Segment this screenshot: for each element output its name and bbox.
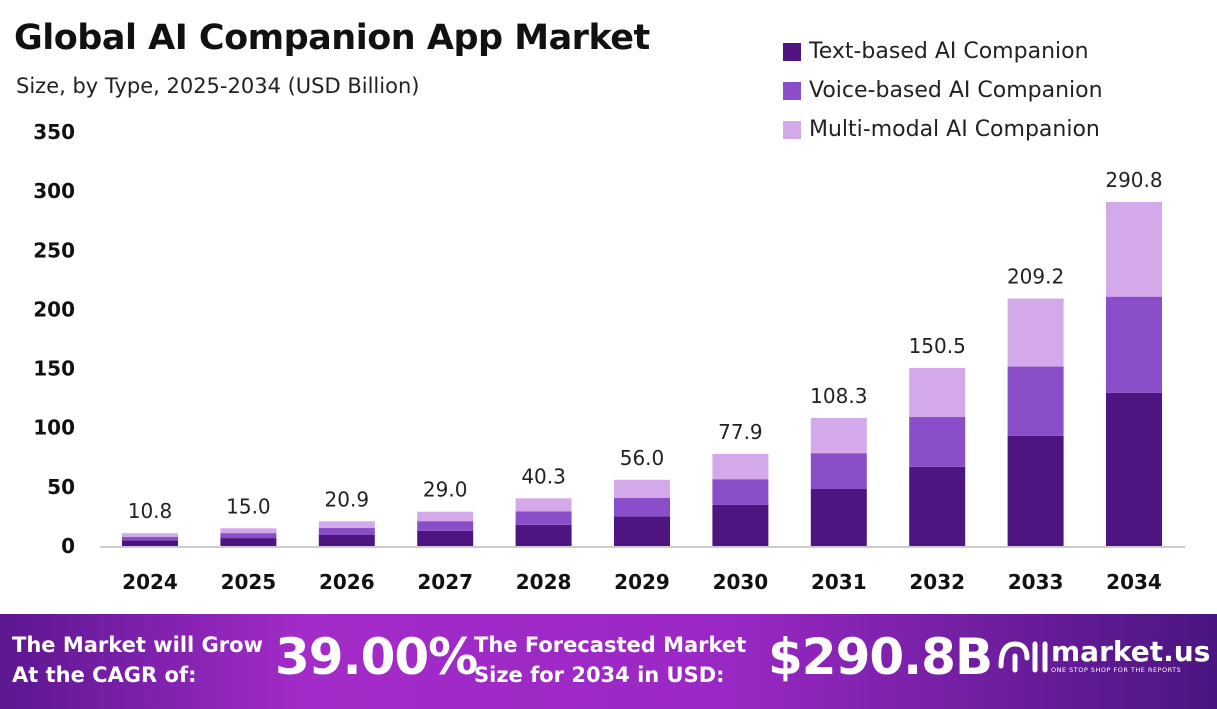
bar-segment-multi-modal-ai-companion-2024 — [122, 533, 178, 537]
bar-segment-multi-modal-ai-companion-2026 — [318, 521, 375, 529]
y-tick-label: 150 — [33, 357, 75, 381]
x-tick-label: 2032 — [909, 570, 965, 594]
x-tick-label: 2028 — [516, 570, 572, 594]
bar-segment-voice-based-ai-companion-2031 — [810, 453, 867, 489]
bar-segment-multi-modal-ai-companion-2028 — [515, 498, 572, 512]
bar-segment-voice-based-ai-companion-2032 — [909, 416, 966, 467]
bar-segment-text-based-ai-companion-2025 — [220, 538, 277, 546]
bar-segment-multi-modal-ai-companion-2034 — [1106, 202, 1162, 297]
bar-segment-multi-modal-ai-companion-2029 — [614, 479, 670, 498]
x-tick-label: 2026 — [319, 570, 375, 594]
legend-label: Multi-modal AI Companion — [809, 117, 1100, 142]
chart-title: Global AI Companion App Market — [14, 18, 650, 58]
bar-segment-text-based-ai-companion-2027 — [417, 530, 474, 546]
legend-label: Text-based AI Companion — [809, 39, 1089, 64]
bar-segment-multi-modal-ai-companion-2032 — [909, 367, 966, 417]
total-label: 10.8 — [128, 499, 173, 523]
bar-segment-voice-based-ai-companion-2026 — [318, 528, 375, 535]
bar-segment-multi-modal-ai-companion-2033 — [1007, 298, 1064, 367]
total-label: 15.0 — [226, 494, 271, 518]
brand-tagline: ONE STOP SHOP FOR THE REPORTS — [1051, 666, 1182, 674]
total-label: 150.5 — [909, 334, 966, 358]
total-label: 56.0 — [620, 446, 665, 470]
bar-segment-text-based-ai-companion-2026 — [318, 534, 375, 546]
legend-item: Text-based AI Companion — [783, 32, 1103, 71]
forecast-label: The Forecasted Market Size for 2034 in U… — [474, 630, 746, 690]
bar-segment-voice-based-ai-companion-2024 — [122, 536, 178, 541]
forecast-label-line1: The Forecasted Market — [474, 633, 747, 657]
x-tick-label: 2034 — [1106, 570, 1162, 594]
summary-banner: The Market will Grow At the CAGR of: 39.… — [0, 614, 1217, 709]
bar-segment-text-based-ai-companion-2031 — [810, 488, 867, 546]
legend-swatch — [783, 120, 801, 139]
bar-segment-multi-modal-ai-companion-2030 — [712, 453, 769, 480]
legend-swatch — [783, 42, 801, 61]
bar-segment-voice-based-ai-companion-2029 — [614, 497, 670, 517]
x-tick-label: 2033 — [1008, 570, 1064, 594]
bar-segment-text-based-ai-companion-2028 — [515, 524, 572, 546]
y-tick-label: 0 — [61, 534, 75, 558]
bar-segment-multi-modal-ai-companion-2027 — [417, 511, 474, 522]
cagr-value: 39.00% — [275, 628, 478, 686]
bar-segment-text-based-ai-companion-2024 — [122, 540, 178, 546]
total-label: 209.2 — [1007, 265, 1064, 289]
x-tick-label: 2031 — [811, 570, 867, 594]
forecast-value: $290.8B — [768, 628, 993, 686]
total-label: 40.3 — [521, 464, 566, 488]
total-label: 108.3 — [810, 384, 867, 408]
y-tick-label: 100 — [33, 416, 75, 440]
x-tick-label: 2029 — [614, 570, 670, 594]
logo-icon — [998, 641, 1048, 673]
brand-name: market.us — [1051, 635, 1211, 668]
cagr-label-line2: At the CAGR of: — [12, 663, 197, 687]
chart-plot: 0 50 100 150 200 250 300 350 10.8 2024 15.0 2025 20.… — [33, 120, 1185, 594]
bar-segment-text-based-ai-companion-2029 — [614, 516, 670, 546]
forecast-label-line2: Size for 2034 in USD: — [474, 663, 725, 687]
total-label: 29.0 — [423, 478, 468, 502]
brand-logo: market.us ONE STOP SHOP FOR THE REPORTS — [995, 636, 1210, 676]
y-tick-label: 350 — [33, 120, 75, 144]
y-tick-label: 50 — [47, 475, 75, 499]
cagr-label-line1: The Market will Grow — [12, 633, 263, 657]
bar-segment-text-based-ai-companion-2034 — [1106, 392, 1162, 546]
total-label: 290.8 — [1105, 168, 1162, 192]
bar-segment-multi-modal-ai-companion-2025 — [220, 528, 277, 534]
y-tick-label: 250 — [33, 238, 75, 262]
total-label: 20.9 — [325, 487, 370, 511]
legend-swatch — [783, 81, 801, 100]
bar-segment-voice-based-ai-companion-2027 — [417, 521, 474, 531]
bar-segment-voice-based-ai-companion-2028 — [515, 511, 572, 525]
x-tick-label: 2027 — [417, 570, 473, 594]
legend: Text-based AI Companion Voice-based AI Co… — [783, 32, 1103, 149]
bar-segment-voice-based-ai-companion-2030 — [712, 479, 769, 505]
bar-segment-text-based-ai-companion-2030 — [712, 504, 769, 546]
bar-segment-text-based-ai-companion-2032 — [909, 466, 966, 546]
legend-item: Multi-modal AI Companion — [783, 110, 1103, 149]
legend-label: Voice-based AI Companion — [809, 78, 1103, 103]
bar-segment-voice-based-ai-companion-2025 — [220, 533, 277, 539]
y-tick-label: 300 — [33, 179, 75, 203]
chart-subtitle: Size, by Type, 2025-2034 (USD Billion) — [16, 74, 420, 98]
bar-segment-voice-based-ai-companion-2034 — [1106, 296, 1162, 393]
x-tick-label: 2030 — [713, 570, 769, 594]
y-tick-label: 200 — [33, 297, 75, 321]
x-tick-label: 2025 — [221, 570, 277, 594]
legend-item: Voice-based AI Companion — [783, 71, 1103, 110]
bar-segment-voice-based-ai-companion-2033 — [1007, 366, 1064, 436]
x-tick-label: 2024 — [122, 570, 178, 594]
total-label: 77.9 — [718, 420, 763, 444]
bar-segment-multi-modal-ai-companion-2031 — [810, 417, 867, 454]
cagr-label: The Market will Grow At the CAGR of: — [12, 630, 263, 690]
bar-segment-text-based-ai-companion-2033 — [1007, 435, 1064, 546]
